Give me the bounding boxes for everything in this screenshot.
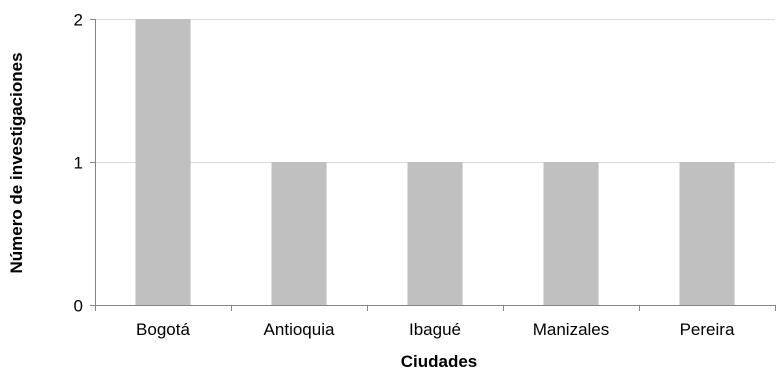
bar-4 [679, 162, 735, 305]
tick-labels: 0 1 2 Bogotá Antioquia Ibagué Manizales Pereira [74, 11, 735, 340]
y-tick-label: 1 [74, 154, 83, 173]
x-tick-label: Manizales [533, 320, 610, 339]
y-tick-label: 2 [74, 11, 83, 30]
axes [90, 19, 776, 311]
gridlines [95, 19, 775, 163]
y-tick-label: 0 [74, 297, 83, 316]
bars [135, 19, 735, 305]
x-tick-label: Bogotá [136, 320, 190, 339]
bar-1 [271, 162, 327, 305]
x-tick-label: Ibagué [409, 320, 461, 339]
y-axis-title: Número de investigaciones [7, 52, 26, 273]
bar-3 [543, 162, 599, 305]
x-tick-label: Pereira [680, 320, 735, 339]
x-tick-label: Antioquia [264, 320, 335, 339]
bar-0 [135, 19, 191, 305]
x-axis-title: Ciudades [401, 352, 478, 371]
bar-2 [407, 162, 463, 305]
